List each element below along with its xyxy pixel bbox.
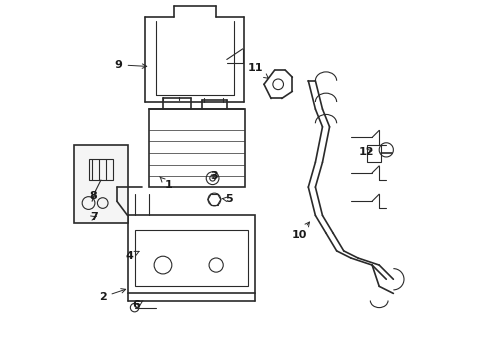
Text: 2: 2 [99, 289, 125, 302]
Text: 9: 9 [115, 60, 146, 70]
Text: 11: 11 [247, 63, 268, 78]
Text: 3: 3 [210, 171, 218, 181]
Bar [366, 145, 380, 162]
Text: 4: 4 [125, 251, 139, 261]
Bar [134, 230, 247, 286]
Text: 5: 5 [222, 194, 232, 204]
Text: 1: 1 [160, 177, 172, 190]
Text: 8: 8 [89, 191, 97, 201]
Text: 7: 7 [90, 212, 98, 222]
Bar [74, 145, 127, 222]
Text: 6: 6 [132, 300, 143, 310]
Bar [127, 215, 255, 293]
Bar [148, 109, 244, 187]
Text: 12: 12 [358, 147, 374, 157]
Bar [88, 159, 113, 180]
Text: 10: 10 [291, 222, 309, 240]
